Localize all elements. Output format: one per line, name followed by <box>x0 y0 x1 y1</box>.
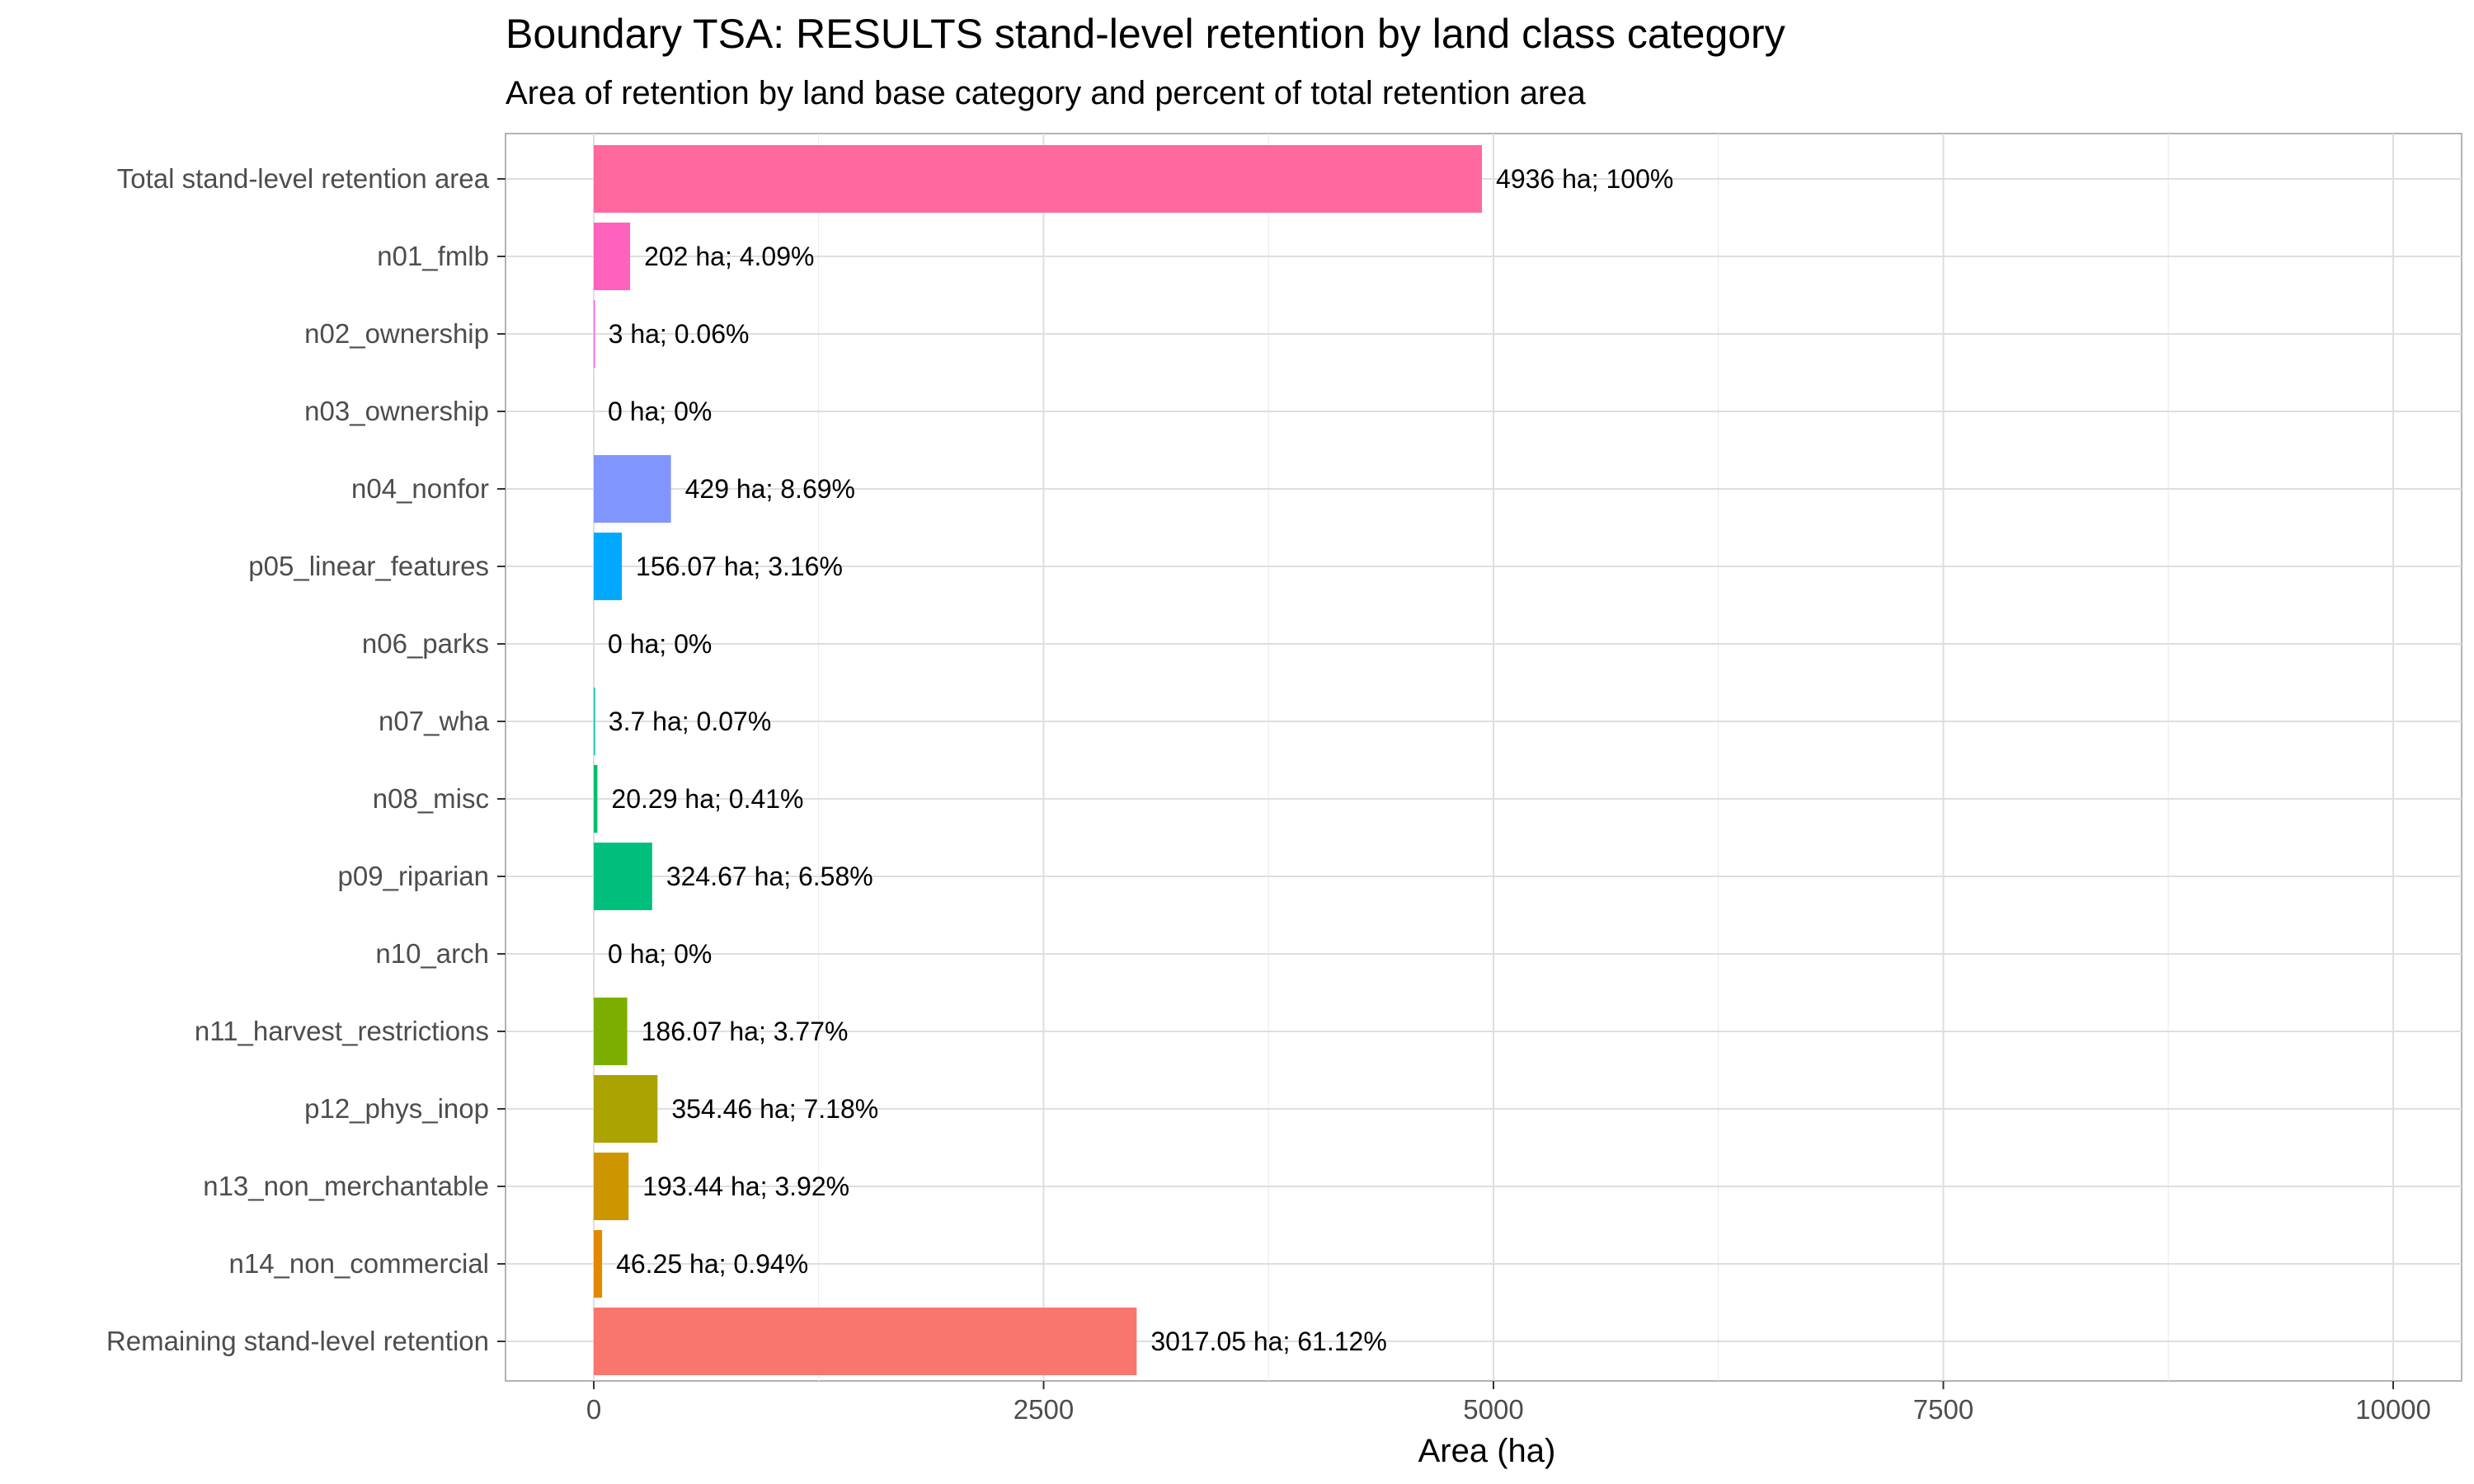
bar <box>594 1230 603 1298</box>
data-label: 354.46 ha; 7.18% <box>671 1094 878 1124</box>
bar <box>594 455 671 523</box>
data-label: 156.07 ha; 3.16% <box>636 552 843 581</box>
bar <box>594 843 652 910</box>
category-label: Total stand-level retention area <box>117 163 490 194</box>
category-label: n08_misc <box>373 783 489 814</box>
data-label: 324.67 ha; 6.58% <box>666 862 873 891</box>
bar <box>594 300 595 368</box>
x-tick-label: 10000 <box>2355 1394 2431 1425</box>
category-label: p05_linear_features <box>248 551 489 581</box>
bar <box>594 223 631 290</box>
category-label: p09_riparian <box>338 861 489 891</box>
data-label: 4936 ha; 100% <box>1496 164 1673 194</box>
x-tick-label: 0 <box>586 1394 601 1425</box>
data-label: 429 ha; 8.69% <box>685 474 855 504</box>
chart-title: Boundary TSA: RESULTS stand-level retent… <box>506 11 1785 57</box>
data-label: 193.44 ha; 3.92% <box>642 1172 849 1201</box>
chart-subtitle: Area of retention by land base category … <box>506 75 1587 111</box>
bar <box>594 1308 1137 1375</box>
category-label: n14_non_commercial <box>228 1248 489 1279</box>
x-tick-label: 2500 <box>1014 1394 1074 1425</box>
category-label: n01_fmlb <box>377 241 489 271</box>
category-label: n11_harvest_restrictions <box>195 1016 489 1046</box>
bar <box>594 1075 658 1143</box>
bar <box>594 688 595 755</box>
data-label: 186.07 ha; 3.77% <box>642 1017 849 1046</box>
data-label: 3.7 ha; 0.07% <box>609 707 771 736</box>
bar <box>594 765 598 833</box>
x-tick-label: 7500 <box>1913 1394 1973 1425</box>
data-label: 202 ha; 4.09% <box>644 242 814 271</box>
category-label: n13_non_merchantable <box>203 1171 489 1201</box>
plot-panel: 0 2500 5000 7500 10000 Total stand-level rete… <box>106 133 2462 1425</box>
data-label: 0 ha; 0% <box>608 939 712 969</box>
bar <box>594 1153 629 1220</box>
category-label: n06_parks <box>362 628 489 659</box>
data-label: 20.29 ha; 0.41% <box>611 784 803 814</box>
bar <box>594 533 623 600</box>
x-axis-title: Area (ha) <box>1418 1433 1556 1469</box>
category-label: n10_arch <box>375 938 489 969</box>
category-label: n07_wha <box>379 706 490 736</box>
bar <box>594 145 1483 213</box>
x-tick-label: 5000 <box>1463 1394 1523 1425</box>
data-label: 0 ha; 0% <box>608 397 712 426</box>
panel-border <box>505 133 2462 1382</box>
category-label: p12_phys_inop <box>304 1093 489 1124</box>
category-label: n04_nonfor <box>351 473 489 504</box>
bar <box>594 998 628 1065</box>
category-label: n03_ownership <box>304 396 489 426</box>
data-label: 46.25 ha; 0.94% <box>616 1249 808 1279</box>
data-label: 0 ha; 0% <box>608 629 712 659</box>
data-label: 3017.05 ha; 61.12% <box>1150 1327 1386 1356</box>
category-label: Remaining stand-level retention <box>106 1326 489 1356</box>
category-label: n02_ownership <box>304 318 489 349</box>
data-label: 3 ha; 0.06% <box>609 319 750 349</box>
